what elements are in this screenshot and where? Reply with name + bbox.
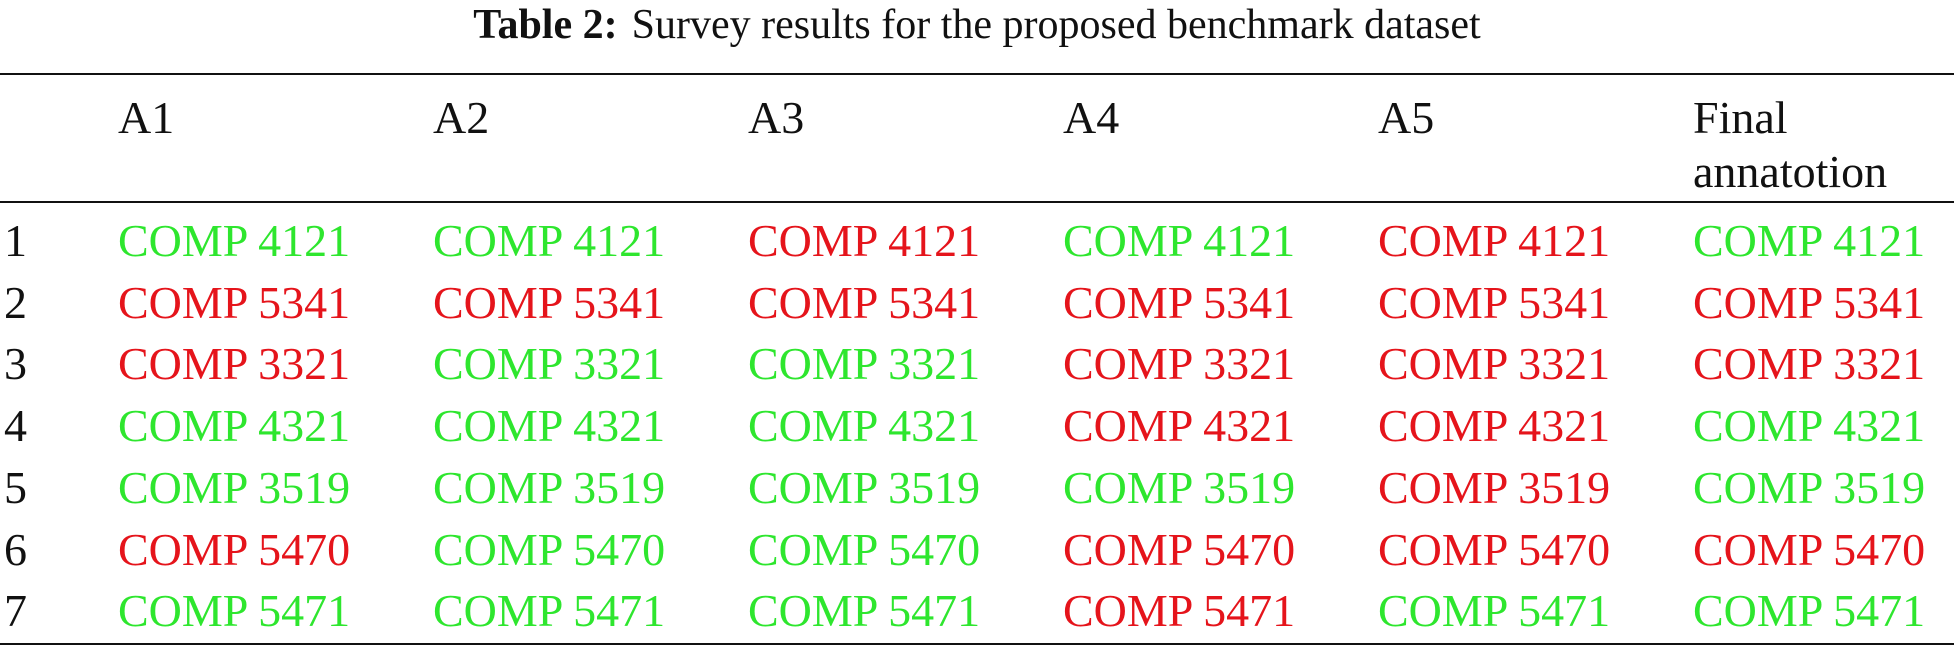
cell: COMP 5341 xyxy=(118,276,351,328)
cell: COMP 4321 xyxy=(1693,400,1926,452)
cell: COMP 3519 xyxy=(748,461,981,513)
cell: COMP 5470 xyxy=(118,523,351,575)
cell: COMP 3519 xyxy=(1063,461,1296,513)
cell: COMP 4121 xyxy=(1063,215,1296,266)
caption-label: Table 2: xyxy=(473,2,618,48)
cell: COMP 3321 xyxy=(433,338,666,390)
cell: COMP 4121 xyxy=(118,215,351,266)
row-label: 2 xyxy=(4,276,27,328)
row-label: 3 xyxy=(4,338,27,390)
cell: COMP 3519 xyxy=(1693,461,1926,513)
column-header: A5 xyxy=(1378,92,1435,143)
cell: COMP 4121 xyxy=(1378,215,1611,266)
cell: COMP 4321 xyxy=(118,400,351,452)
row-label: 4 xyxy=(4,400,27,452)
cell: COMP 4121 xyxy=(1693,215,1926,266)
cell: COMP 3519 xyxy=(118,461,351,513)
cell: COMP 5471 xyxy=(1063,585,1296,637)
column-header: A1 xyxy=(118,92,175,143)
caption: Table 2: Survey results for the proposed … xyxy=(0,4,1954,46)
cell: COMP 4321 xyxy=(1378,400,1611,452)
cell: COMP 5470 xyxy=(1378,523,1611,575)
row-label: 1 xyxy=(4,215,27,266)
cell: COMP 3321 xyxy=(1378,338,1611,390)
column-header: Final annatotion xyxy=(1693,92,1888,198)
cell: COMP 5470 xyxy=(1063,523,1296,575)
column-header: A4 xyxy=(1063,92,1120,143)
cell: COMP 5341 xyxy=(433,276,666,328)
row-label: 7 xyxy=(4,585,27,637)
cell: COMP 5470 xyxy=(1693,523,1926,575)
column-header: A2 xyxy=(433,92,490,143)
cell: COMP 5341 xyxy=(1063,276,1296,328)
cell: COMP 5471 xyxy=(1693,585,1926,637)
caption-text: Survey results for the proposed benchmar… xyxy=(631,2,1481,48)
cell: COMP 3321 xyxy=(748,338,981,390)
cell: COMP 3321 xyxy=(1063,338,1296,390)
cell: COMP 5471 xyxy=(118,585,351,637)
cell: COMP 3519 xyxy=(433,461,666,513)
cell: COMP 5341 xyxy=(1693,276,1926,328)
row-label: 6 xyxy=(4,523,27,575)
cell: COMP 5470 xyxy=(433,523,666,575)
cell: COMP 5470 xyxy=(748,523,981,575)
cell: COMP 4121 xyxy=(433,215,666,266)
cell: COMP 4321 xyxy=(1063,400,1296,452)
cell: COMP 5471 xyxy=(433,585,666,637)
cell: COMP 5471 xyxy=(1378,585,1611,637)
cell: COMP 4121 xyxy=(748,215,981,266)
cell: COMP 4321 xyxy=(748,400,981,452)
cell: COMP 3519 xyxy=(1378,461,1611,513)
cell: COMP 4321 xyxy=(433,400,666,452)
cell: COMP 5341 xyxy=(1378,276,1611,328)
cell: COMP 5471 xyxy=(748,585,981,637)
cell: COMP 3321 xyxy=(118,338,351,390)
column-header: A3 xyxy=(748,92,805,143)
cell: COMP 3321 xyxy=(1693,338,1926,390)
mid-rule xyxy=(0,201,1954,203)
bottom-rule xyxy=(0,643,1954,645)
row-label: 5 xyxy=(4,461,27,513)
top-rule xyxy=(0,73,1954,75)
cell: COMP 5341 xyxy=(748,276,981,328)
